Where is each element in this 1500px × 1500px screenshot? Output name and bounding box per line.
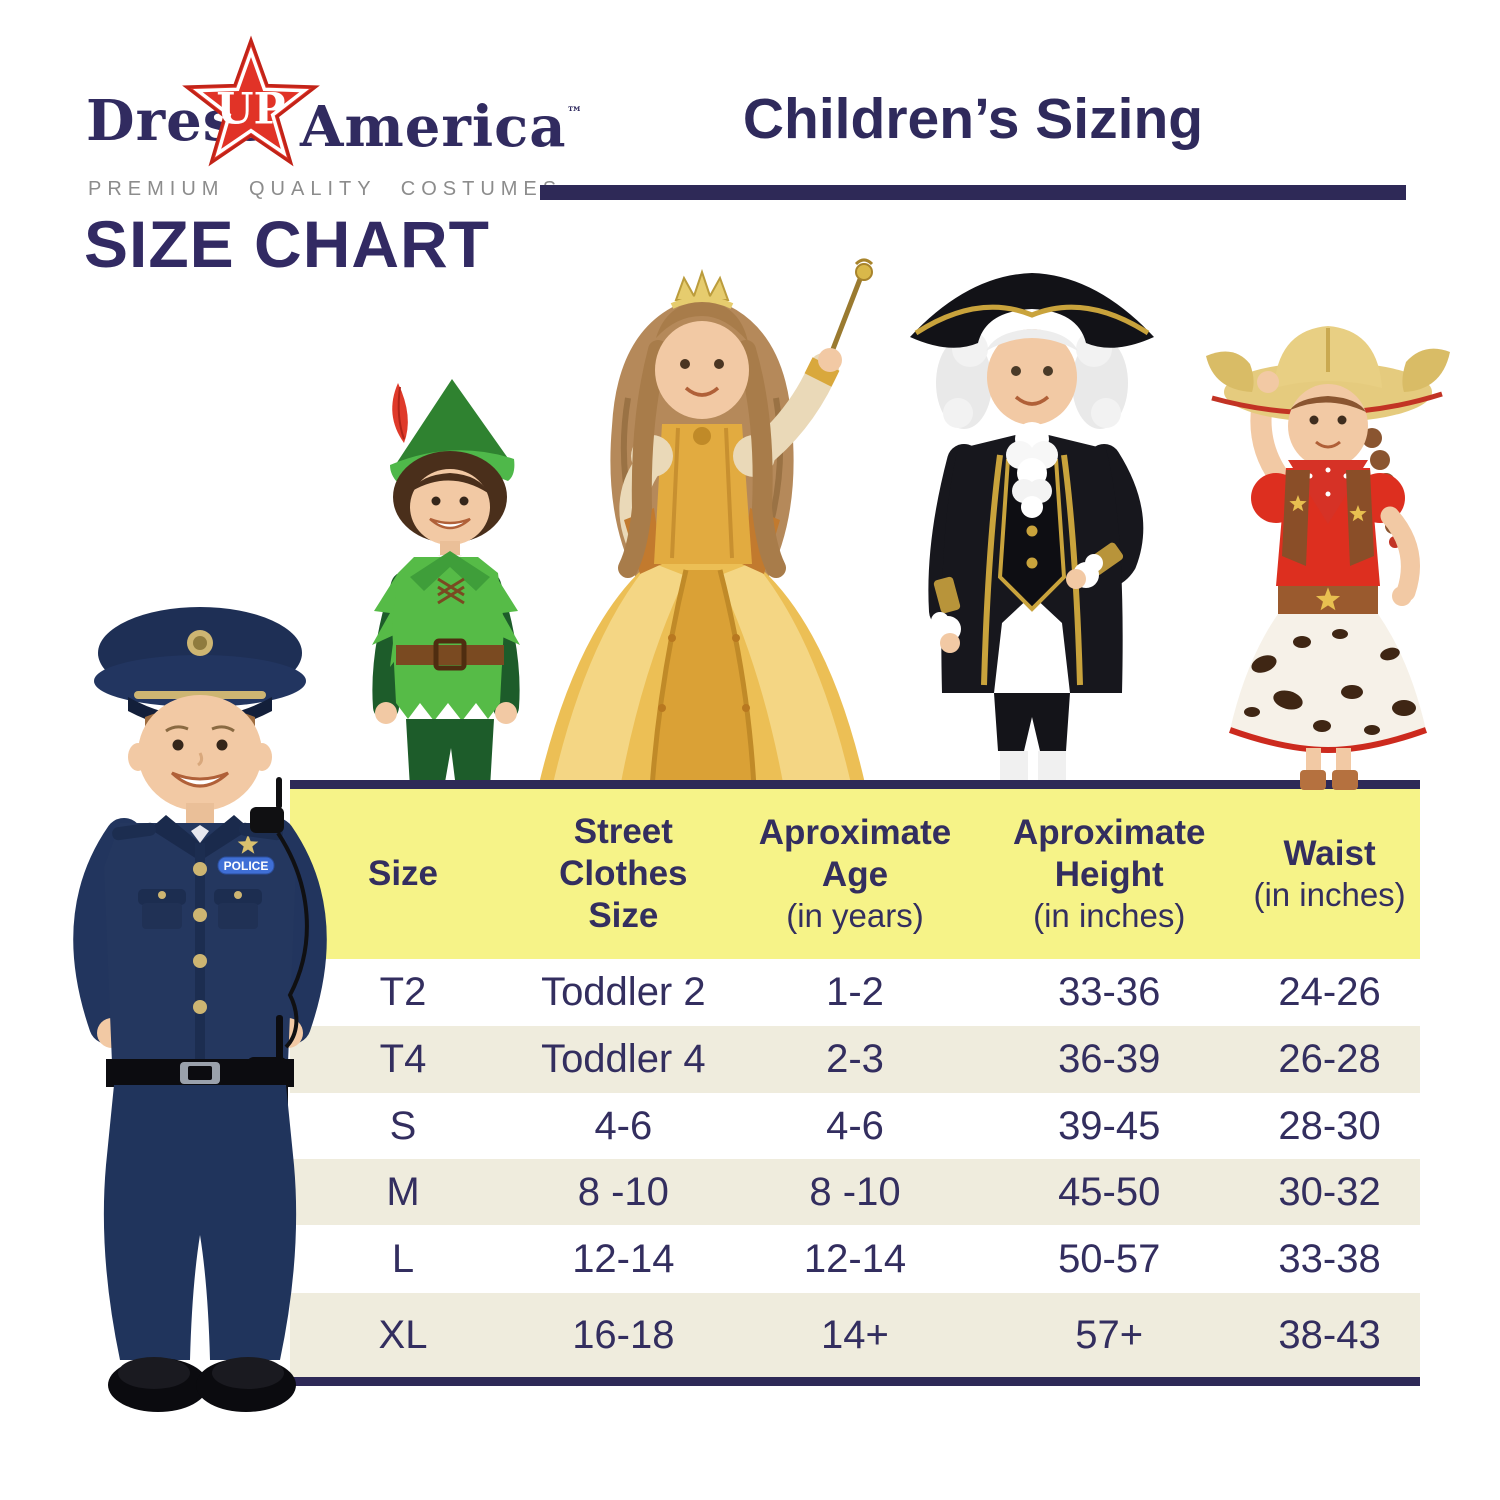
logo-text-america: America™ — [300, 94, 583, 160]
cowgirl-costume-photo — [1206, 326, 1450, 790]
size-table: Size Street Clothes Size Aproximate Age … — [290, 780, 1420, 1386]
col-header-approximate-height: Aproximate Height (in inches) — [1012, 813, 1206, 935]
table-row-xl: XL 16-18 14+ 57+ 38-43 — [290, 1293, 1420, 1377]
peter-pan-costume-photo — [372, 379, 520, 788]
table-row-m: M 8 -10 8 -10 45-50 30-32 — [290, 1159, 1420, 1225]
logo-text-up: UP — [216, 84, 285, 134]
colonial-costume-photo — [910, 273, 1154, 788]
logo-star-icon: UP — [182, 35, 320, 167]
col-header-waist: Waist (in inches) — [1253, 834, 1406, 914]
col-header-street-clothes-size: Street Clothes Size — [559, 812, 688, 935]
table-bottom-border — [290, 1377, 1420, 1386]
princess-costume-photo — [538, 258, 874, 788]
table-body: T2 Toddler 2 1-2 33-36 24-26 T4 Toddler … — [290, 959, 1420, 1377]
police-costume-photo: POLICE — [73, 607, 327, 1412]
table-row-s: S 4-6 4-6 39-45 28-30 — [389, 1103, 1381, 1148]
size-chart-heading: SIZE CHART — [84, 207, 490, 281]
col-header-size: Size — [367, 854, 439, 893]
table-row-l: L 12-14 12-14 50-57 33-38 — [391, 1236, 1381, 1281]
table-row-t2: T2 Toddler 2 1-2 33-36 24-26 — [379, 970, 1381, 1014]
table-top-border — [290, 780, 1420, 789]
police-patch-label: POLICE — [224, 859, 269, 873]
brand-tagline: PREMIUM QUALITY COSTUMES — [88, 178, 563, 200]
table-header-row: Size Street Clothes Size Aproximate Age … — [290, 789, 1420, 959]
table-row-t4: T4 Toddler 4 2-3 36-39 26-28 — [290, 1026, 1420, 1093]
trademark-symbol: ™ — [566, 103, 583, 122]
page-title: Children’s Sizing — [742, 87, 1204, 151]
title-underline — [540, 185, 1406, 200]
col-header-approximate-age: Aproximate Age (in years) — [758, 813, 952, 935]
